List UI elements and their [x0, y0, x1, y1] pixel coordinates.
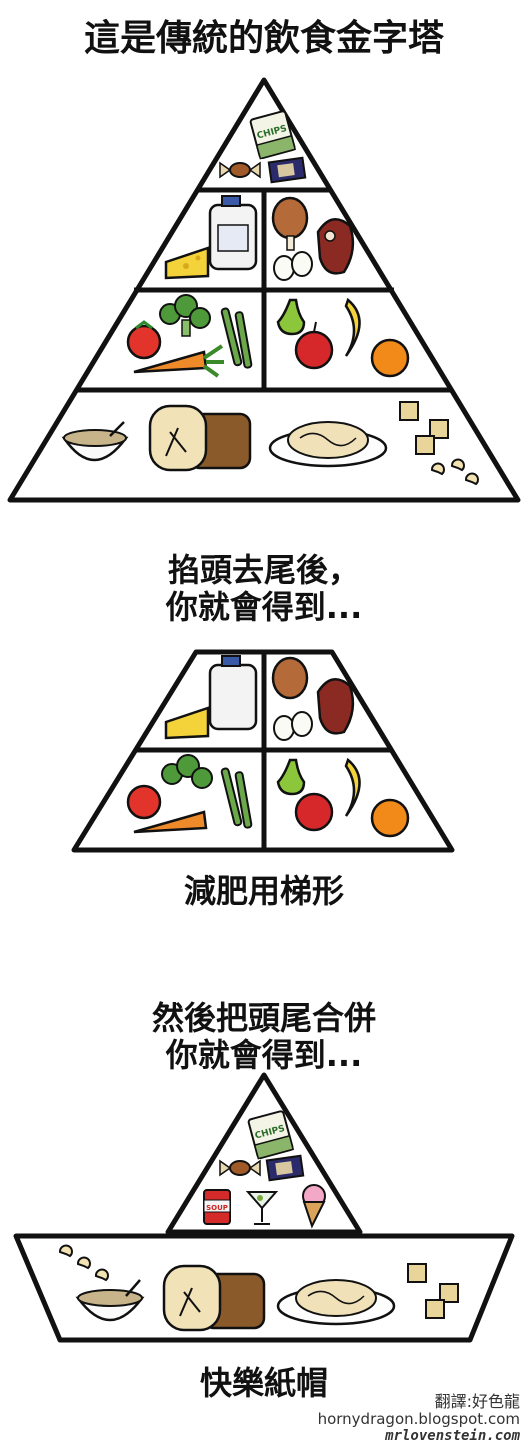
panel2-title-line2: 你就會得到...	[165, 587, 363, 626]
crackers-icon	[407, 1263, 459, 1319]
cereal-bowl-icon	[75, 1279, 145, 1322]
blog-url: hornydragon.blogspot.com	[317, 1410, 520, 1428]
panel2-title-line1: 掐頭去尾後，	[167, 551, 360, 589]
panel2-caption: 減肥用梯形	[183, 872, 344, 910]
panel3-title-line1: 然後把頭尾合併	[151, 999, 376, 1037]
carrot-icon	[133, 344, 224, 378]
site-url: mrlovenstein.com	[385, 1428, 520, 1444]
translator-credit: 翻譯:好色龍	[434, 1392, 520, 1411]
food-pyramid-full: CHIPS	[7, 77, 521, 503]
soup-can-icon: SOUP	[203, 1189, 231, 1225]
eggs-icon	[273, 251, 313, 281]
apple-icon	[294, 321, 334, 370]
cereal-bowl-icon	[61, 421, 129, 462]
chocolate-bar-icon	[267, 156, 307, 184]
pasta-plate-icon	[276, 1279, 396, 1326]
carrot-icon	[133, 810, 208, 834]
panel3-caption: 快樂紙帽	[199, 1364, 328, 1402]
crackers-icon	[399, 401, 449, 455]
soup-label: SOUP	[206, 1204, 228, 1212]
chicken-leg-icon	[271, 196, 309, 251]
panel3-title-line2: 你就會得到...	[165, 1035, 363, 1074]
martini-glass-icon	[245, 1191, 279, 1225]
panel3-title: 然後把頭尾合併 你就會得到...	[0, 1000, 528, 1074]
diet-trapezoid	[71, 649, 455, 853]
banana-icon	[344, 757, 361, 817]
asparagus-icon	[220, 767, 253, 829]
orange-icon	[370, 338, 410, 378]
trapezoid-outline	[71, 649, 455, 853]
pasta-pieces-icon	[431, 458, 479, 486]
pasta-plate-icon	[268, 421, 388, 468]
candy-icon	[219, 1159, 261, 1177]
steak-icon	[316, 678, 355, 735]
chips-bag-icon: CHIPS	[249, 110, 297, 160]
milk-jug-icon	[208, 195, 258, 271]
cheese-icon	[164, 706, 210, 740]
pear-icon	[276, 758, 306, 796]
orange-icon	[370, 798, 410, 838]
chicken-leg-icon	[271, 656, 309, 700]
milk-jug-icon	[208, 655, 258, 731]
panel2-title: 掐頭去尾後， 你就會得到...	[0, 552, 528, 626]
pyramid-outline	[7, 77, 521, 503]
chips-bag-icon: CHIPS	[247, 1110, 295, 1160]
candy-icon	[219, 161, 261, 179]
steak-icon	[316, 218, 355, 275]
broccoli-icon	[159, 294, 211, 337]
chocolate-bar-icon	[265, 1154, 305, 1182]
broccoli-icon	[161, 754, 213, 789]
party-hat-outline	[13, 1072, 515, 1343]
banana-icon	[344, 297, 361, 357]
tomato-icon	[126, 784, 162, 820]
bread-loaf-icon	[148, 404, 252, 472]
pasta-pieces-icon	[59, 1244, 109, 1282]
pear-icon	[276, 298, 306, 336]
cheese-icon	[164, 246, 210, 280]
panel1-title: 這是傳統的飲食金字塔	[83, 18, 444, 59]
apple-icon	[294, 792, 334, 832]
party-hat: CHIPS SOUP	[13, 1072, 515, 1343]
tomato-icon	[126, 320, 162, 360]
eggs-icon	[273, 711, 313, 741]
bread-loaf-icon	[162, 1264, 266, 1332]
ice-cream-icon	[302, 1184, 326, 1229]
asparagus-icon	[220, 307, 253, 369]
